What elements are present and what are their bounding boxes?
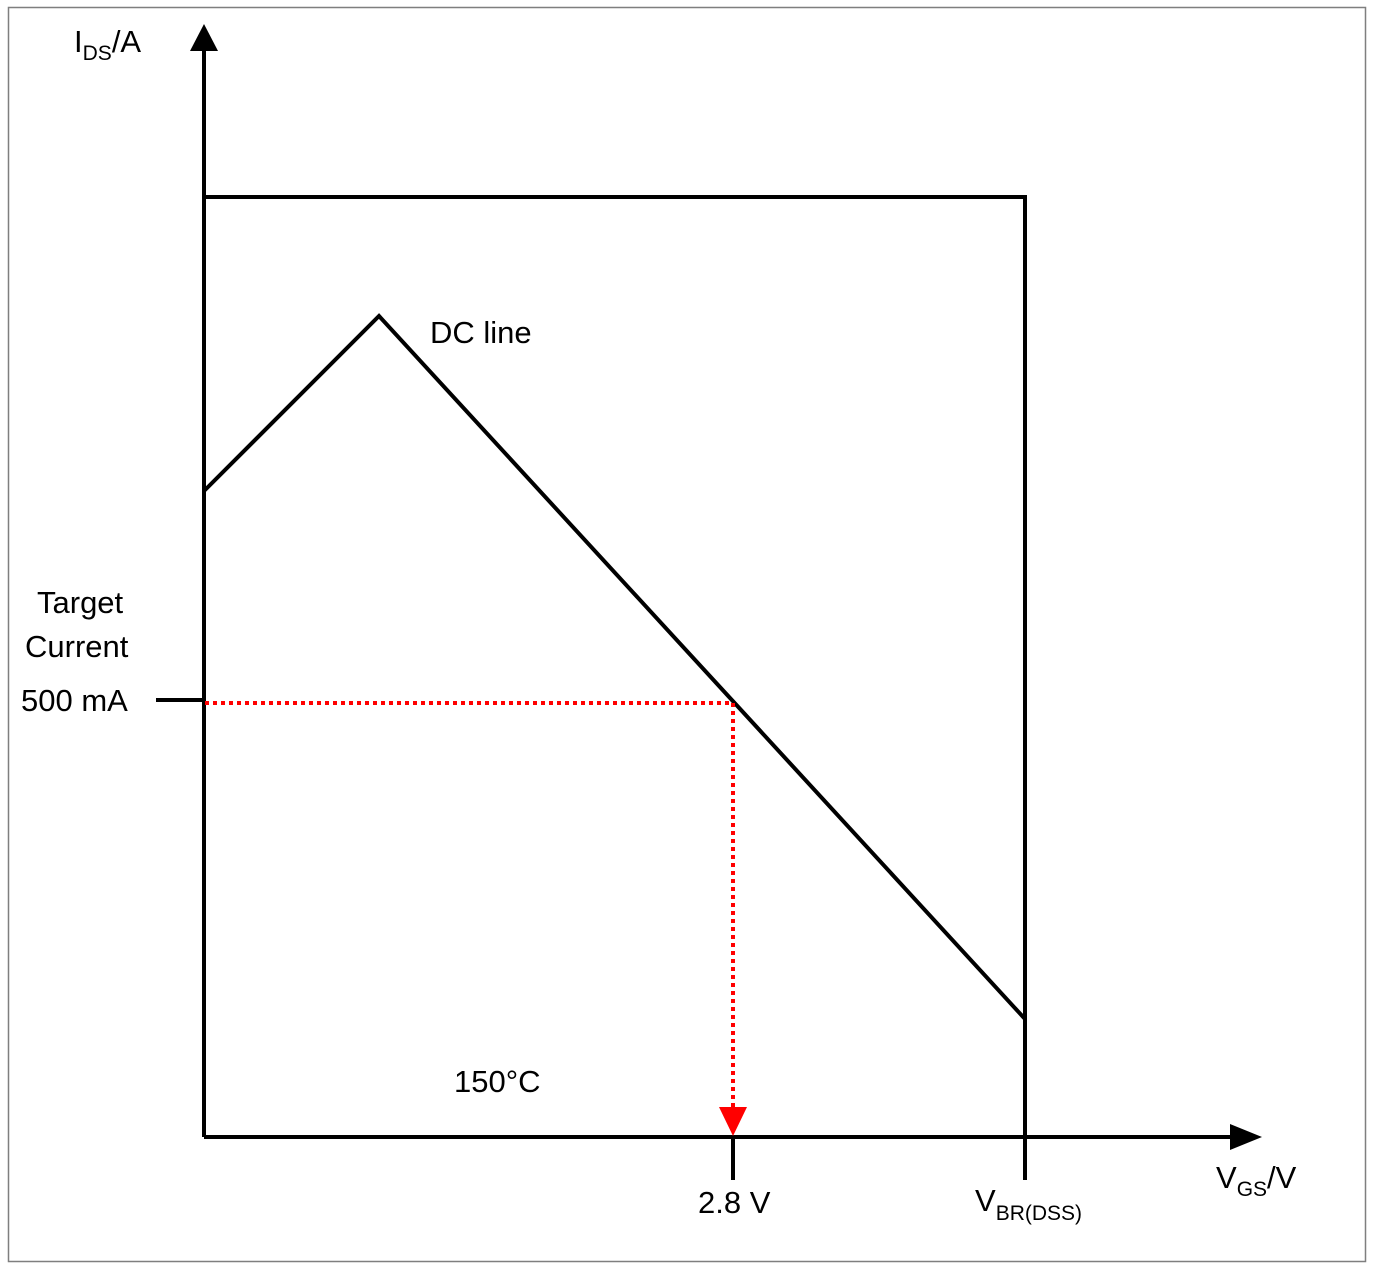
y-axis-arrowhead bbox=[190, 24, 218, 51]
target-current-label: 500 mA bbox=[21, 683, 128, 718]
target-arrowhead bbox=[719, 1107, 747, 1136]
dc-line bbox=[202, 313, 1027, 1021]
temperature-label: 150°C bbox=[454, 1064, 541, 1099]
x-axis-label: VGS/V bbox=[1216, 1160, 1297, 1201]
dc-line-label: DC line bbox=[430, 315, 532, 350]
diagram-border bbox=[7, 6, 1367, 1263]
target-caption-line2: Current bbox=[25, 629, 129, 664]
breakdown-voltage-label: VBR(DSS) bbox=[975, 1183, 1082, 1225]
y-axis-label: IDS/A bbox=[74, 24, 141, 65]
x-axis-arrowhead bbox=[1230, 1124, 1262, 1150]
target-caption-line1: Target bbox=[37, 585, 124, 620]
target-voltage-label: 2.8 V bbox=[698, 1185, 771, 1220]
